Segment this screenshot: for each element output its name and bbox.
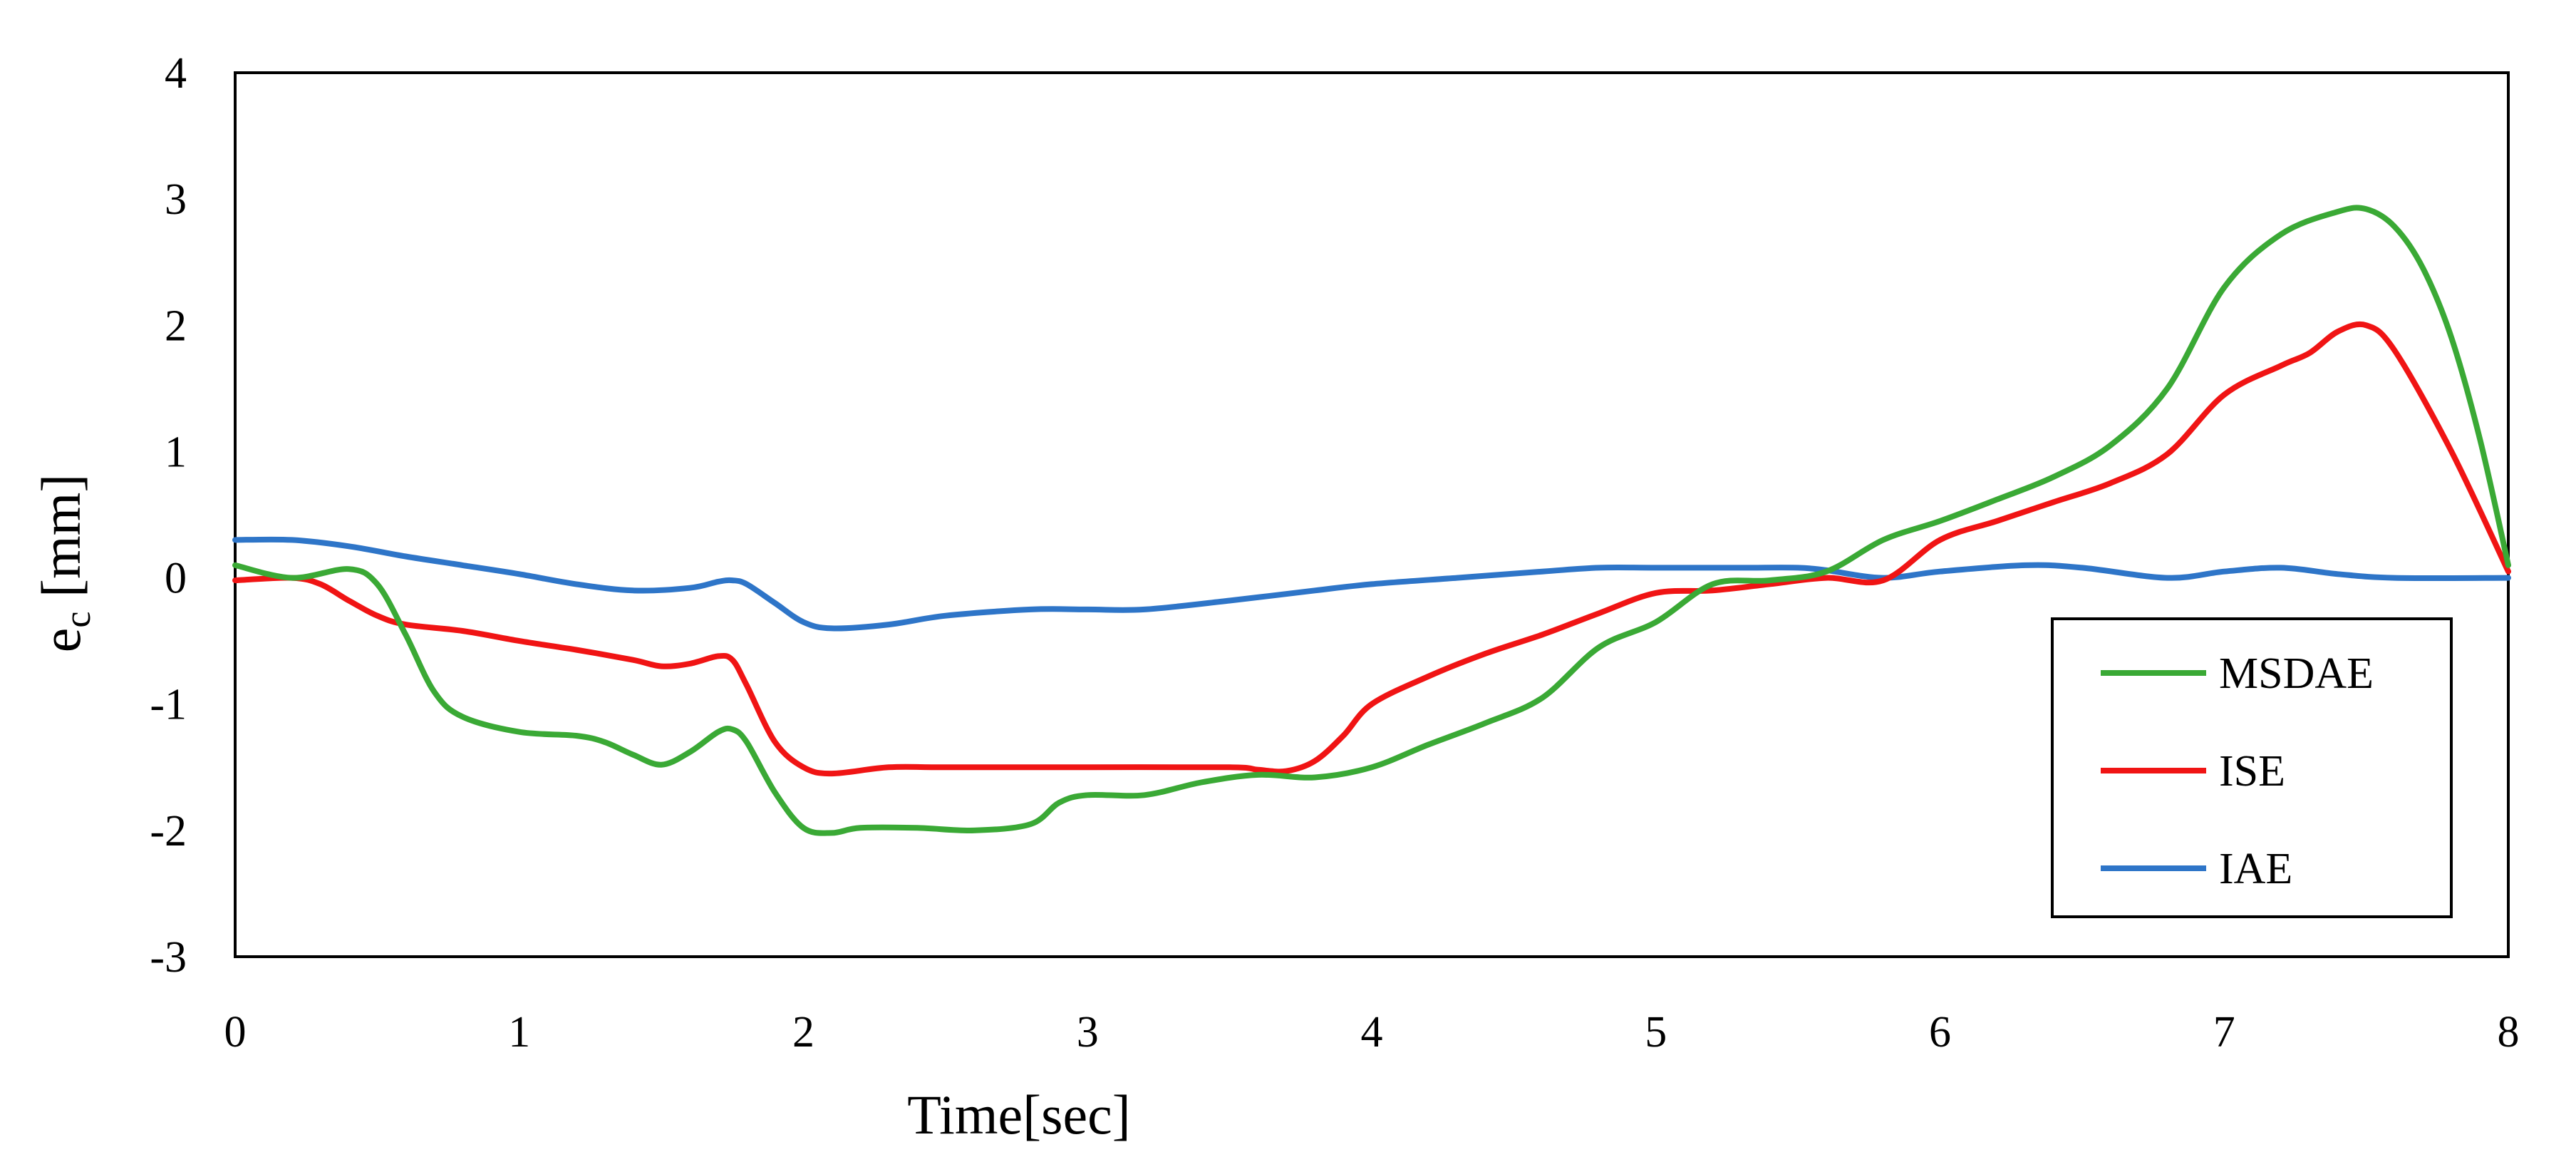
series-lines <box>232 205 2511 836</box>
series-line-ise <box>232 321 2511 777</box>
x-tick-label: 0 <box>224 1008 247 1056</box>
y-tick-label: 0 <box>165 555 187 603</box>
y-tick-label: -3 <box>150 933 187 982</box>
x-tick-label: 2 <box>792 1008 814 1056</box>
legend: MSDAE ISE IAE <box>2051 617 2453 918</box>
y-axis-ticks: 4 3 2 1 0 -1 -2 -3 <box>150 49 187 982</box>
series-line-iae <box>232 536 2511 632</box>
x-tick-label: 4 <box>1361 1008 1383 1056</box>
x-tick-label: 3 <box>1077 1008 1099 1056</box>
legend-label-msdae: MSDAE <box>2219 649 2374 698</box>
x-tick-label: 7 <box>2213 1008 2235 1056</box>
y-axis-label-subscript: c <box>58 612 98 628</box>
x-tick-label: 8 <box>2498 1008 2520 1056</box>
y-tick-label: 4 <box>165 49 187 98</box>
svg-text:ec [mm]: ec [mm] <box>30 474 98 653</box>
legend-label-iae: IAE <box>2219 845 2292 893</box>
x-tick-label: 1 <box>508 1008 530 1056</box>
x-axis-label: Time[sec] <box>907 1084 1130 1146</box>
y-tick-label: -2 <box>150 807 187 855</box>
y-tick-label: 2 <box>165 302 187 350</box>
x-tick-label: 6 <box>1929 1008 1951 1056</box>
y-tick-label: -1 <box>150 681 187 729</box>
y-tick-label: 3 <box>165 175 187 224</box>
plot-area-frame <box>234 71 2510 958</box>
y-axis-label-main: e <box>30 628 92 653</box>
series-line-msdae <box>232 205 2511 836</box>
x-axis-ticks: 0 1 2 3 4 5 6 7 8 <box>224 1008 2520 1056</box>
y-tick-label: 1 <box>165 428 187 476</box>
x-tick-label: 5 <box>1645 1008 1667 1056</box>
y-axis-label-unit: [mm] <box>30 474 92 612</box>
legend-label-ise: ISE <box>2219 747 2285 796</box>
y-axis-label: ec [mm] <box>30 474 98 653</box>
